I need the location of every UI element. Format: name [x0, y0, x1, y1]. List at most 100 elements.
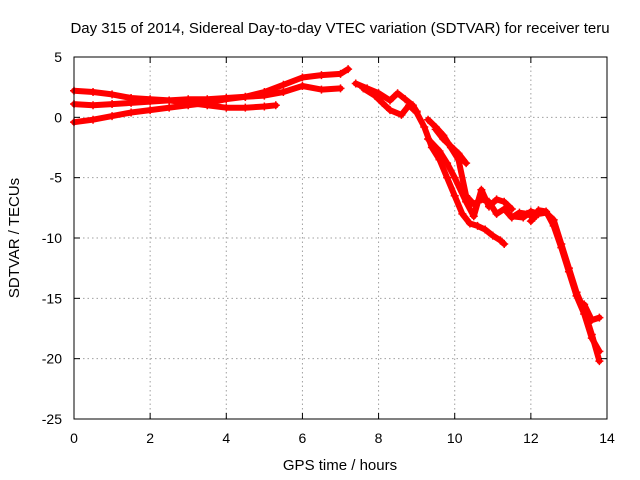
data-point — [572, 291, 581, 300]
y-tick-label: -20 — [42, 351, 62, 367]
data-point — [458, 209, 467, 218]
tick-layer: 0 2 4 6 8 10 12 14 5 0 -5 -10 -15 -20 -25 — [42, 49, 615, 446]
data-point — [500, 197, 509, 206]
data-point — [473, 221, 482, 230]
x-tick-label: 12 — [523, 430, 539, 446]
data-point — [507, 205, 516, 214]
data-point — [108, 100, 117, 109]
data-point — [450, 191, 459, 200]
series-track-10 — [527, 207, 603, 355]
data-point — [165, 103, 174, 112]
data-point — [401, 95, 410, 104]
y-tick-label: -10 — [42, 230, 62, 246]
y-tick-label: 0 — [54, 109, 62, 125]
data-point — [507, 212, 516, 221]
data-point — [443, 159, 452, 168]
data-point — [462, 197, 471, 206]
data-point — [397, 110, 406, 119]
data-point — [492, 195, 501, 204]
data-point — [500, 205, 509, 214]
data-point — [557, 243, 566, 252]
data-point — [443, 173, 452, 182]
data-point — [317, 71, 326, 80]
data-point — [454, 149, 463, 158]
data-point — [587, 334, 596, 343]
data-point — [89, 115, 98, 124]
data-point — [108, 112, 117, 121]
x-axis-label: GPS time / hours — [283, 457, 397, 474]
data-point — [595, 313, 604, 322]
data-point — [344, 65, 353, 74]
data-point — [542, 207, 551, 216]
data-point — [184, 101, 193, 110]
x-tick-label: 2 — [146, 430, 154, 446]
y-tick-label: 5 — [54, 49, 62, 65]
data-point — [420, 122, 429, 131]
data-point — [241, 103, 250, 112]
data-point — [405, 101, 414, 110]
data-point — [477, 185, 486, 194]
data-point — [165, 96, 174, 105]
data-point — [146, 97, 155, 106]
data-point — [412, 108, 421, 117]
data-point — [336, 69, 345, 78]
data-point — [385, 106, 394, 115]
data-point — [488, 231, 497, 240]
data-point — [462, 159, 471, 168]
data-point — [534, 206, 543, 215]
data-point — [580, 300, 589, 309]
data-point — [484, 202, 493, 211]
x-tick-label: 0 — [70, 430, 78, 446]
data-point — [351, 79, 360, 88]
data-point — [222, 95, 231, 104]
series-track-5 — [360, 85, 508, 247]
data-point — [519, 213, 528, 222]
data-point — [393, 89, 402, 98]
data-point — [378, 98, 387, 107]
data-point — [279, 80, 288, 89]
data-point — [595, 357, 604, 366]
data-point — [492, 209, 501, 218]
data-point — [526, 217, 535, 226]
x-tick-label: 4 — [222, 430, 230, 446]
data-point — [89, 101, 98, 110]
data-point — [370, 91, 379, 100]
data-point — [298, 81, 307, 90]
x-tick-label: 8 — [375, 430, 383, 446]
data-point — [222, 103, 231, 112]
data-point — [127, 108, 136, 117]
grid-layer — [74, 57, 607, 419]
data-point — [469, 212, 478, 221]
y-axis-label: SDTVAR / TECUs — [6, 178, 23, 298]
x-tick-label: 14 — [599, 430, 615, 446]
data-point — [385, 96, 394, 105]
x-tick-label: 6 — [299, 430, 307, 446]
data-point — [359, 84, 368, 93]
data-point — [260, 102, 269, 111]
y-tick-label: -25 — [42, 411, 62, 427]
data-point — [89, 87, 98, 96]
data-point — [279, 87, 288, 96]
data-point — [526, 207, 535, 216]
data-point — [500, 240, 509, 249]
data-point — [260, 87, 269, 96]
data-point — [439, 135, 448, 144]
data-point — [298, 73, 307, 82]
data-point — [424, 115, 433, 124]
data-point — [465, 219, 474, 228]
data-point — [424, 135, 433, 144]
data-point — [203, 98, 212, 107]
data-point — [108, 90, 117, 99]
chart-title: Day 315 of 2014, Sidereal Day-to-day VTE… — [70, 20, 609, 37]
data-point — [549, 221, 558, 230]
y-tick-label: -15 — [42, 290, 62, 306]
data-point — [317, 85, 326, 94]
data-point — [241, 92, 250, 101]
x-tick-label: 10 — [447, 430, 463, 446]
data-series-layer — [70, 65, 604, 366]
data-point — [271, 101, 280, 110]
data-point — [431, 125, 440, 134]
data-point — [127, 98, 136, 107]
data-point — [564, 267, 573, 276]
